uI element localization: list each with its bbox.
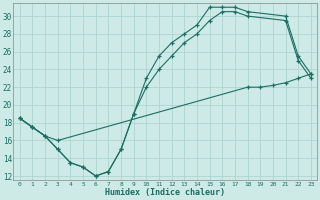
X-axis label: Humidex (Indice chaleur): Humidex (Indice chaleur): [105, 188, 225, 197]
